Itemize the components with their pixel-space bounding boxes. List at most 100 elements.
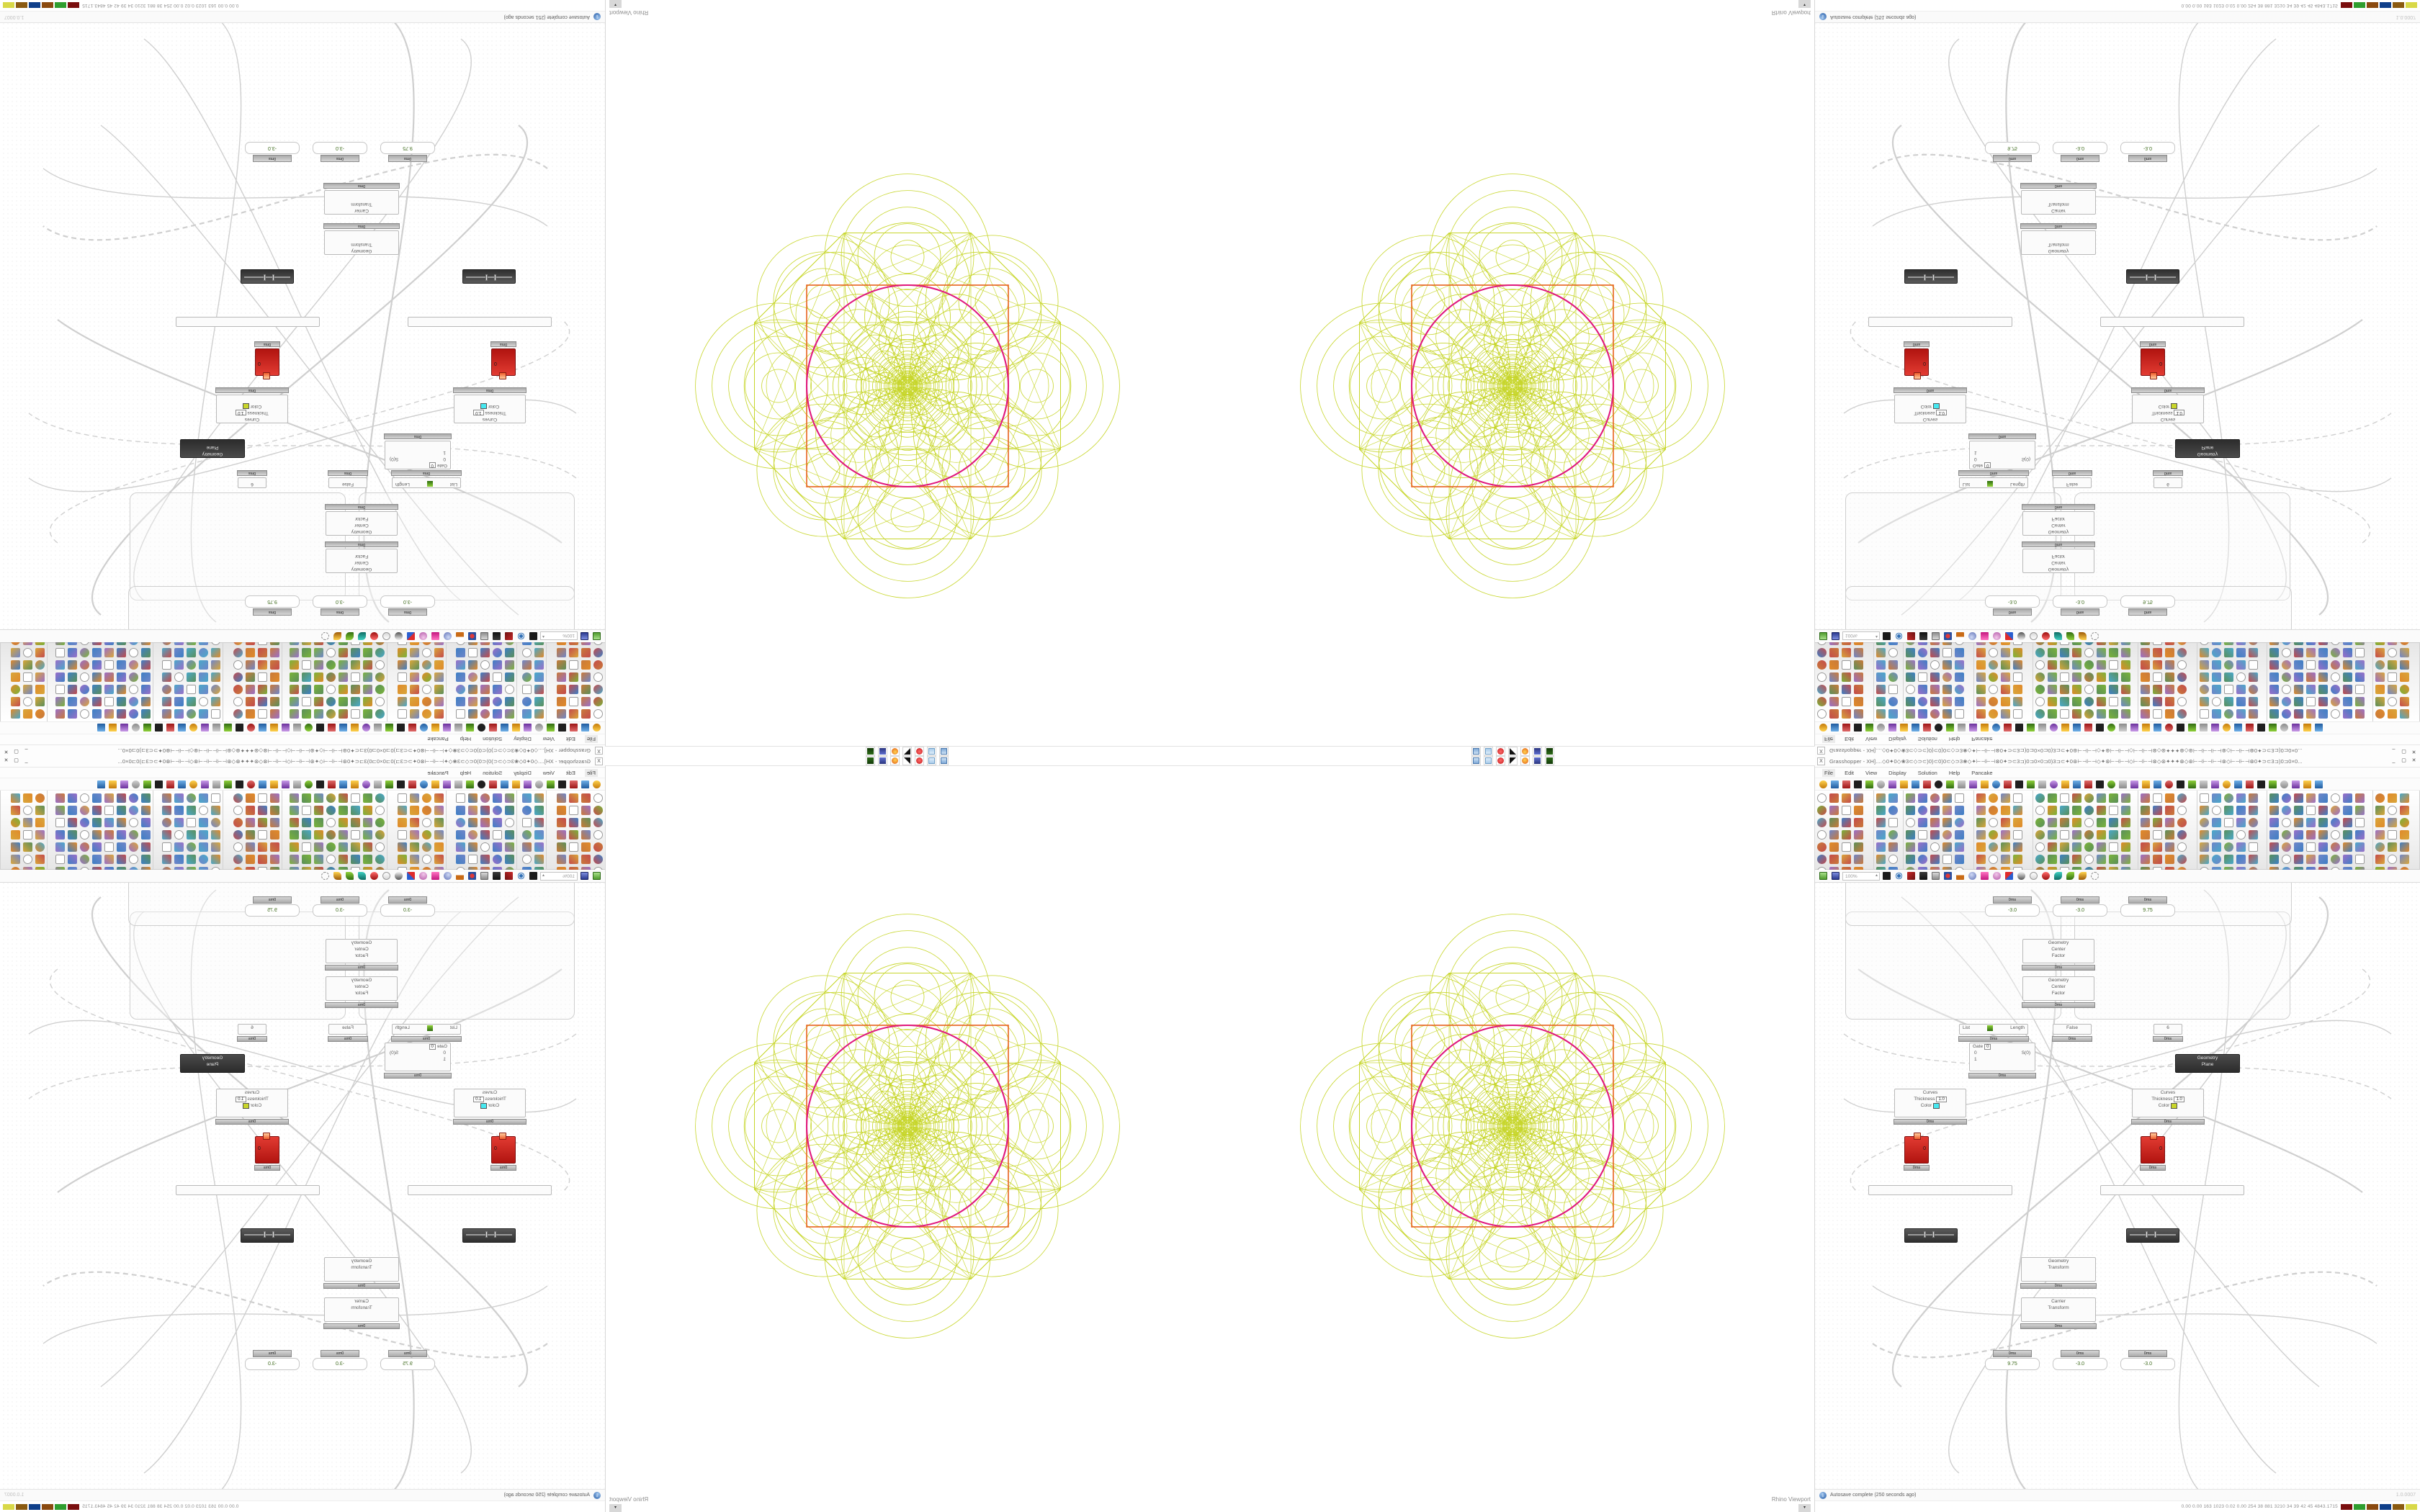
component-icon[interactable] [103,683,115,696]
component-icon[interactable] [2198,853,2210,865]
component-icon[interactable] [2012,647,2024,659]
component-icon[interactable] [127,816,140,829]
port-factor[interactable]: Factor [354,516,369,521]
component-icon[interactable] [454,804,467,816]
color-swatch-strip[interactable] [2341,2,2420,9]
component-icon[interactable] [362,829,374,841]
component-icon[interactable] [1816,683,1828,696]
component-icon[interactable] [1929,647,1941,659]
toolbar-icon-4[interactable] [1864,723,1875,734]
component-icon[interactable] [1875,708,1887,720]
count-node[interactable]: 6 0ms [237,1024,267,1042]
component-icon[interactable] [337,683,349,696]
palette-swatch-2[interactable] [2367,2,2378,9]
chrome-orb-icon[interactable] [890,747,900,756]
number-slider-3[interactable]: 9.75 0ms [2120,896,2175,917]
component-icon[interactable] [1875,671,1887,683]
component-icon[interactable] [2341,853,2354,865]
component-icon[interactable] [34,696,46,708]
component-icon[interactable] [362,647,374,659]
component-icon[interactable] [173,853,185,865]
ribbon-group-mesh[interactable]: Mesh ▼ [2267,791,2373,937]
component-icon[interactable] [1887,683,1899,696]
component-icon[interactable] [503,683,516,696]
draw-icon-3[interactable] [2077,870,2088,881]
component-icon[interactable] [2139,696,2151,708]
component-icon[interactable] [2305,708,2317,720]
component-icon[interactable] [161,792,173,804]
component-icon[interactable] [555,683,568,696]
component-icon[interactable] [103,659,115,671]
toolbar-icon-40[interactable] [130,779,141,790]
port-geometry[interactable]: Geometry [351,1259,372,1264]
preview-wire-icon[interactable] [381,870,392,881]
component-icon[interactable] [362,683,374,696]
component-icon[interactable] [2317,816,2329,829]
component-icon[interactable] [1816,841,1828,853]
boolean-value[interactable]: False [2066,1025,2078,1030]
component-icon[interactable] [2223,647,2235,659]
component-icon[interactable] [433,841,445,853]
component-icon[interactable] [313,792,325,804]
component-icon[interactable] [22,792,34,804]
component-icon[interactable] [349,841,362,853]
paint-icon[interactable] [430,631,441,642]
component-icon[interactable] [197,708,210,720]
stream-gate-node[interactable]: Gate 0 0 S(0) 1 0ms [384,1043,452,1079]
component-icon[interactable] [592,659,604,671]
number-slider-2[interactable]: -3.0 0ms [313,896,367,917]
toolbar-icon-23[interactable] [326,779,337,790]
component-icon[interactable] [2341,708,2354,720]
toolbar-icon-32[interactable] [223,723,233,734]
component-icon[interactable] [2120,816,2132,829]
calculator-icon[interactable] [939,747,949,756]
component-icon[interactable] [1941,792,1953,804]
component-icon[interactable] [210,853,222,865]
component-icon[interactable] [300,683,313,696]
palette-swatch-1[interactable] [55,2,66,9]
component-icon[interactable] [197,683,210,696]
component-icon[interactable] [54,816,66,829]
component-ribbon[interactable]: Goals-6dof ▼GoaL.Goals-Col ▼Goals-Lin ▼G… [0,550,605,721]
component-icon[interactable] [1852,671,1865,683]
component-icon[interactable] [22,804,34,816]
component-icon[interactable] [2210,792,2223,804]
component-icon[interactable] [2247,804,2259,816]
component-icon[interactable] [1816,708,1828,720]
component-icon[interactable] [1953,671,1966,683]
component-icon[interactable] [2398,792,2411,804]
color-swatch[interactable] [242,1102,249,1109]
toolbar-icon-32[interactable] [223,779,233,790]
component-icon[interactable] [256,683,269,696]
menu-item-display[interactable]: Display [1888,736,1906,743]
component-icon[interactable] [2293,792,2305,804]
component-icon[interactable] [1953,792,1966,804]
component-icon[interactable] [127,853,140,865]
contrast-icon[interactable] [902,747,913,756]
component-icon[interactable] [467,792,479,804]
component-icon[interactable] [2164,829,2176,841]
toolbar-icon-31[interactable] [234,723,245,734]
component-icon[interactable] [1816,659,1828,671]
transform-node-1[interactable]: Geometry Transform 0ms [323,1257,400,1289]
port-transform[interactable]: Transform [351,1305,372,1310]
component-icon[interactable] [54,647,66,659]
port-geometry[interactable]: Geometry [351,940,372,945]
port-factor[interactable]: Factor [354,991,369,996]
preview-off-icon[interactable] [2016,870,2027,881]
port-center[interactable]: Center [2051,560,2066,565]
scale-node-1[interactable]: Geometry Center Factor 0ms [2022,939,2095,971]
ribbon-group-goals-6dof[interactable]: Goals-6dof ▼ [546,562,605,721]
component-icon[interactable] [568,804,580,816]
node-group-wide[interactable] [1845,586,2292,629]
component-icon[interactable] [2374,708,2386,720]
port-geometry[interactable]: Geometry [2048,1259,2069,1264]
error-component-left[interactable]: 0 0ms [1904,341,1930,376]
component-icon[interactable] [2083,841,2095,853]
layers-icon[interactable] [927,756,937,765]
component-icon[interactable] [503,696,516,708]
scribble-icon[interactable] [405,870,416,881]
component-icon[interactable] [2176,792,2188,804]
palette-swatch-3[interactable] [2380,2,2391,9]
component-icon[interactable] [244,708,256,720]
